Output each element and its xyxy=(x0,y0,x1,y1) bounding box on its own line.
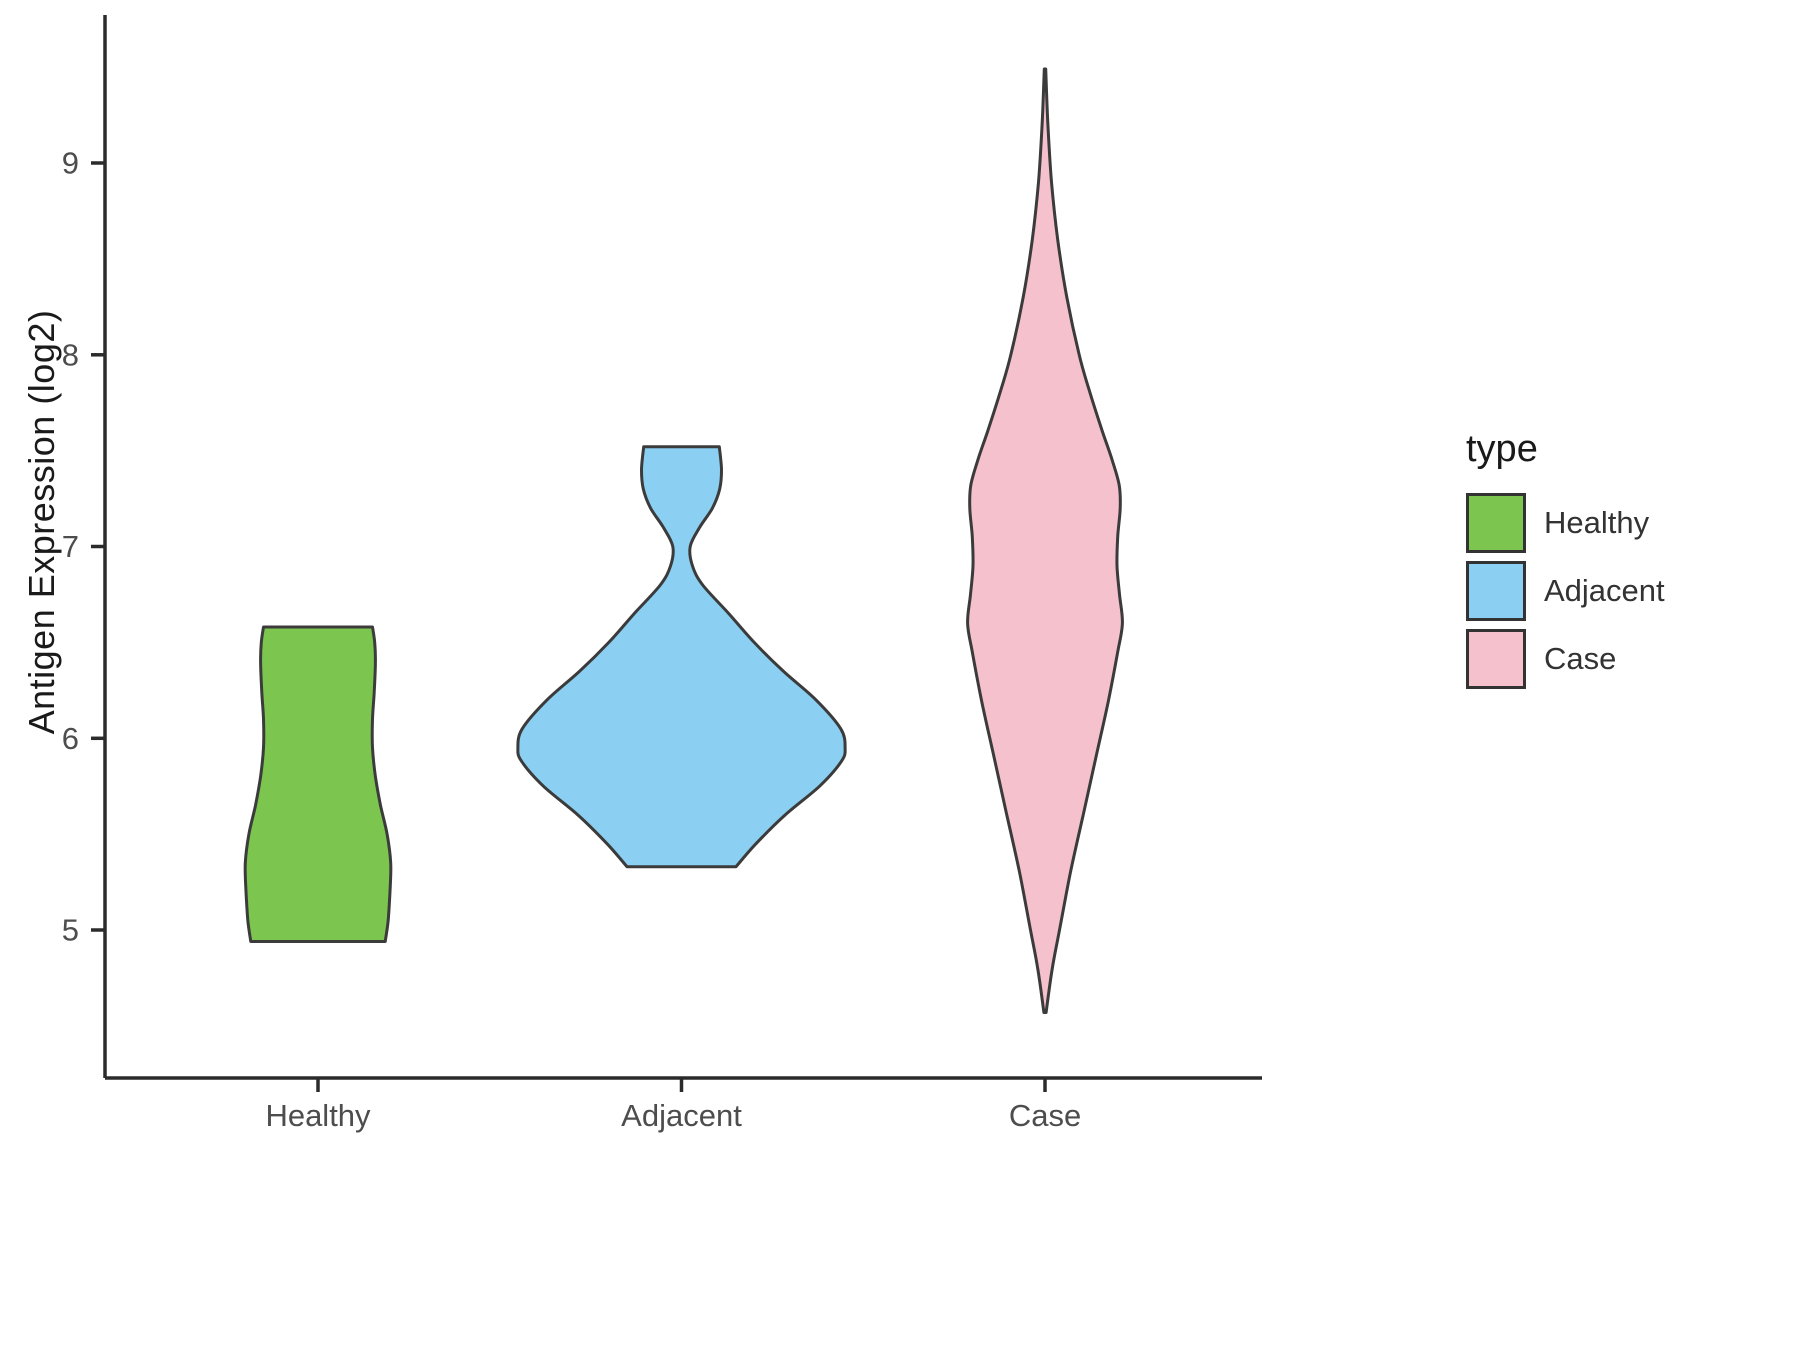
x-tick-label: Healthy xyxy=(265,1098,371,1133)
legend-items: Healthy Adjacent Case xyxy=(1466,493,1665,689)
legend: type Healthy Adjacent Case xyxy=(1466,428,1665,689)
legend-label: Adjacent xyxy=(1544,573,1665,608)
violin-healthy xyxy=(243,625,393,943)
y-tick-label: 9 xyxy=(62,146,79,181)
legend-label: Case xyxy=(1544,641,1617,676)
y-tick-label: 6 xyxy=(62,721,79,756)
y-axis-title: Antigen Expression (log2) xyxy=(21,309,62,735)
legend-item-case: Case xyxy=(1466,629,1665,689)
y-tick-label: 8 xyxy=(62,337,79,372)
y-tick-label: 7 xyxy=(62,529,79,564)
violin-case xyxy=(966,67,1124,1014)
legend-label: Healthy xyxy=(1544,505,1650,540)
legend-swatch-case xyxy=(1466,629,1526,689)
x-tick-label: Adjacent xyxy=(621,1098,742,1133)
legend-swatch-adjacent xyxy=(1466,561,1526,621)
legend-swatch-healthy xyxy=(1466,493,1526,553)
legend-title: type xyxy=(1466,428,1538,470)
violin-adjacent xyxy=(516,445,847,869)
x-tick-label: Case xyxy=(1009,1098,1081,1133)
legend-item-healthy: Healthy xyxy=(1466,493,1665,553)
y-tick-label: 5 xyxy=(62,913,79,948)
legend-item-adjacent: Adjacent xyxy=(1466,561,1665,621)
